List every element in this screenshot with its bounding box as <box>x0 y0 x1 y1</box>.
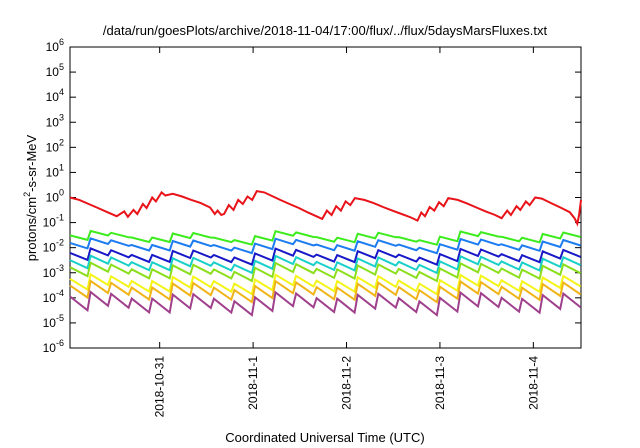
y-tick-base: 10 <box>43 291 57 305</box>
y-tick-label: 101 <box>46 162 64 179</box>
x-axis: 2018-10-31 2018-11-1 2018-11-2 2018-11-3 201… <box>153 47 540 418</box>
y-axis-title: protons/cm2-s-sr-MeV <box>22 134 39 261</box>
y-tick-label: 10-5 <box>43 313 64 330</box>
y-axis-title-sup: 2 <box>22 192 32 197</box>
series-group <box>69 189 582 317</box>
y-axis-title-b: -s-sr-MeV <box>24 134 39 191</box>
series-line-1 <box>69 189 582 227</box>
y-tick-exp: 3 <box>59 112 64 122</box>
y-tick-label: 10-2 <box>43 238 64 255</box>
y-tick-label: 102 <box>46 137 64 154</box>
series-line-8 <box>69 279 582 304</box>
y-axis-title-a: protons/cm <box>24 197 39 261</box>
y-tick-exp: -2 <box>56 238 64 248</box>
y-tick-base: 10 <box>46 90 60 104</box>
y-tick-base: 10 <box>43 241 57 255</box>
y-tick-exp: -3 <box>56 263 64 273</box>
y-tick-exp: 1 <box>59 162 64 172</box>
y-tick-base: 10 <box>43 216 57 230</box>
y-tick-exp: 5 <box>59 62 64 72</box>
y-tick-label: 103 <box>46 112 64 129</box>
x-tick-label: 2018-11-3 <box>433 356 447 410</box>
x-tick-label: 2018-10-31 <box>153 356 167 418</box>
y-tick-base: 10 <box>46 65 60 79</box>
y-tick-exp: -6 <box>56 338 64 348</box>
y-tick-exp: 0 <box>59 188 64 198</box>
series-line-2 <box>69 229 581 246</box>
y-tick-exp: 2 <box>59 137 64 147</box>
y-tick-exp: -4 <box>56 288 64 298</box>
y-tick-label: 10-4 <box>43 288 64 305</box>
y-tick-base: 10 <box>46 40 60 54</box>
series-line-3 <box>69 237 582 255</box>
x-tick-label: 2018-11-2 <box>340 356 354 410</box>
y-tick-label: 100 <box>46 188 64 205</box>
plot-frame <box>69 46 582 349</box>
y-tick-base: 10 <box>46 191 60 205</box>
y-tick-label: 105 <box>46 62 64 79</box>
y-axis: 10610510410310210110010-110-210-310-410-… <box>43 37 581 355</box>
x-axis-title: Coordinated Universal Time (UTC) <box>225 430 424 445</box>
series-line-7 <box>69 272 582 296</box>
y-tick-exp: 4 <box>59 87 64 97</box>
y-tick-label: 10-6 <box>43 338 64 355</box>
y-tick-label: 10-1 <box>43 213 64 230</box>
chart-title: /data/run/goesPlots/archive/2018-11-04/1… <box>103 23 548 38</box>
y-tick-base: 10 <box>43 341 57 355</box>
y-tick-base: 10 <box>46 165 60 179</box>
x-tick-label: 2018-11-1 <box>246 356 260 410</box>
y-tick-base: 10 <box>43 266 57 280</box>
y-tick-base: 10 <box>46 115 60 129</box>
plot-area: 10610510410310210110010-110-210-310-410-… <box>43 37 582 418</box>
y-tick-label: 104 <box>46 87 64 104</box>
x-tick-label: 2018-11-4 <box>526 356 540 410</box>
series-line-6 <box>69 261 582 283</box>
y-tick-exp: -1 <box>56 213 64 223</box>
y-tick-label: 106 <box>46 37 64 54</box>
series-line-9 <box>69 290 582 317</box>
series-line-5 <box>69 254 582 275</box>
y-tick-base: 10 <box>43 316 57 330</box>
series-line-4 <box>69 247 582 267</box>
y-tick-exp: -5 <box>56 313 64 323</box>
y-tick-label: 10-3 <box>43 263 64 280</box>
y-tick-exp: 6 <box>59 37 64 47</box>
y-tick-base: 10 <box>46 140 60 154</box>
